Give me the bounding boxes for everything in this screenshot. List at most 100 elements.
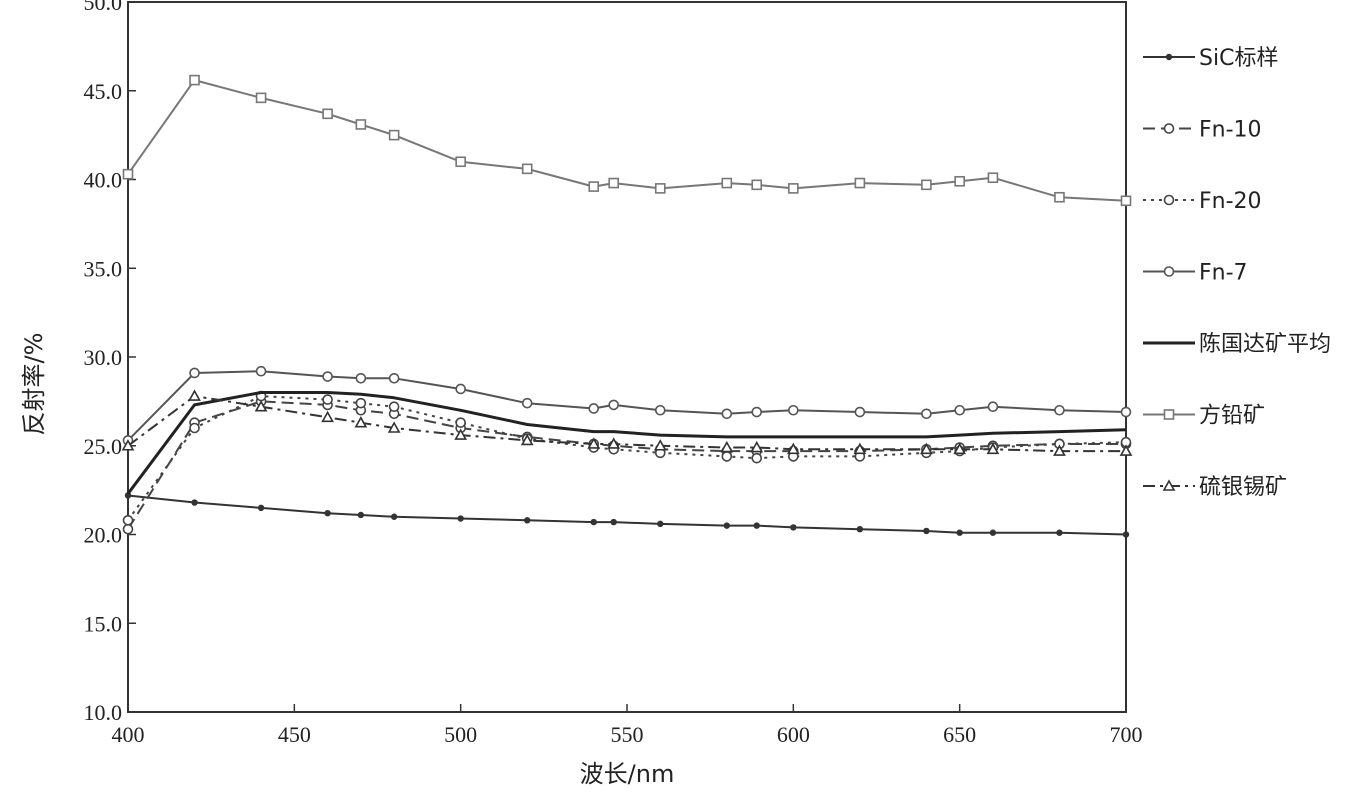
data-point bbox=[723, 522, 730, 529]
data-point bbox=[750, 440, 764, 453]
data-point bbox=[654, 183, 666, 194]
data-point bbox=[788, 404, 799, 416]
legend-item: Fn-7 bbox=[1143, 261, 1248, 286]
data-point bbox=[786, 442, 800, 455]
series-陈国达矿平均 bbox=[126, 391, 1127, 495]
data-point bbox=[455, 417, 466, 428]
data-point bbox=[720, 440, 734, 453]
data-point bbox=[188, 389, 201, 401]
data-point bbox=[588, 403, 600, 414]
series-SiC标样 bbox=[124, 492, 1130, 538]
data-point bbox=[607, 437, 621, 449]
y-tick-label: 45.0 bbox=[84, 79, 123, 104]
legend-item: 陈国达矿平均 bbox=[1143, 332, 1331, 357]
y-tick-label: 50.0 bbox=[84, 0, 123, 15]
data-point bbox=[657, 520, 664, 528]
data-point bbox=[520, 433, 534, 446]
data-point bbox=[189, 74, 200, 86]
x-axis-title: 波长/nm bbox=[580, 760, 675, 788]
data-point bbox=[986, 442, 1000, 455]
data-point bbox=[322, 394, 333, 405]
legend-item: SiC标样 bbox=[1143, 46, 1278, 71]
data-point bbox=[455, 383, 466, 395]
data-point bbox=[987, 172, 999, 184]
data-point bbox=[751, 452, 763, 464]
data-point bbox=[751, 179, 763, 191]
data-point bbox=[524, 517, 531, 524]
data-point bbox=[1122, 531, 1130, 538]
legend-label: SiC标样 bbox=[1199, 46, 1278, 71]
data-point bbox=[1119, 444, 1133, 456]
data-point bbox=[751, 406, 763, 418]
data-point bbox=[322, 371, 333, 382]
series-Fn-10 bbox=[122, 396, 1132, 535]
data-point bbox=[521, 163, 533, 175]
legend-marker bbox=[1163, 266, 1175, 277]
legend-label: 陈国达矿平均 bbox=[1199, 332, 1331, 357]
data-point bbox=[854, 177, 866, 189]
legend-label: Fn-20 bbox=[1199, 189, 1262, 214]
legend-label: 硫银锡矿 bbox=[1199, 475, 1287, 500]
plot-frame bbox=[127, 1, 1127, 713]
y-axis-title: 反射率/% bbox=[20, 333, 48, 436]
series-line bbox=[127, 370, 1127, 442]
data-point bbox=[608, 399, 619, 411]
data-point bbox=[954, 175, 965, 187]
data-point bbox=[355, 397, 367, 409]
legend-item: 硫银锡矿 bbox=[1143, 475, 1287, 500]
x-tick-label: 500 bbox=[444, 722, 477, 747]
data-point bbox=[357, 511, 365, 519]
y-tick-label: 35.0 bbox=[84, 256, 123, 281]
series-line bbox=[127, 395, 1127, 521]
data-point bbox=[923, 527, 930, 535]
data-point bbox=[653, 439, 667, 451]
data-point bbox=[790, 524, 797, 531]
y-axis: 10.0 15.0 20.0 25.0 30.0 35.0 40.0 45.0 50.0 bbox=[84, 0, 136, 725]
data-point bbox=[390, 513, 398, 520]
data-point bbox=[1054, 404, 1065, 416]
x-axis: 400 450 500 550 600 650 700 bbox=[112, 704, 1143, 747]
legend-item: Fn-20 bbox=[1143, 189, 1262, 214]
x-tick-label: 600 bbox=[777, 722, 810, 747]
legend-item: Fn-10 bbox=[1143, 118, 1262, 143]
data-point bbox=[853, 442, 867, 455]
data-point bbox=[254, 400, 268, 412]
legend-label: 方铅矿 bbox=[1199, 404, 1265, 429]
data-point bbox=[989, 529, 997, 536]
x-tick-label: 700 bbox=[1110, 722, 1143, 747]
data-point bbox=[987, 401, 999, 413]
series-layer bbox=[121, 74, 1133, 538]
data-point bbox=[588, 181, 600, 192]
y-tick-label: 20.0 bbox=[84, 523, 123, 548]
data-point bbox=[610, 518, 617, 526]
series-Fn-20 bbox=[122, 390, 1132, 526]
data-point bbox=[455, 156, 466, 168]
series-line bbox=[127, 79, 1127, 202]
data-point bbox=[956, 529, 963, 536]
y-tick-label: 15.0 bbox=[84, 611, 123, 636]
legend-marker bbox=[1162, 479, 1176, 491]
series-line bbox=[127, 395, 1126, 453]
data-point bbox=[788, 183, 799, 194]
data-point bbox=[387, 421, 401, 433]
data-point bbox=[854, 406, 866, 418]
series-line bbox=[126, 391, 1127, 495]
series-方铅矿 bbox=[122, 74, 1132, 207]
data-point bbox=[721, 177, 733, 189]
data-point bbox=[388, 401, 400, 413]
data-point bbox=[753, 522, 760, 529]
legend-marker bbox=[1163, 409, 1175, 420]
legend-marker bbox=[1163, 194, 1175, 206]
data-point bbox=[321, 410, 334, 423]
data-point bbox=[122, 523, 134, 535]
data-point bbox=[257, 504, 265, 512]
data-point bbox=[954, 404, 965, 416]
data-point bbox=[457, 515, 464, 522]
x-tick-label: 400 bbox=[112, 722, 145, 747]
series-硫银锡矿 bbox=[121, 389, 1133, 456]
y-tick-label: 40.0 bbox=[84, 168, 123, 193]
data-point bbox=[1120, 406, 1132, 418]
legend-item: 方铅矿 bbox=[1143, 404, 1265, 429]
